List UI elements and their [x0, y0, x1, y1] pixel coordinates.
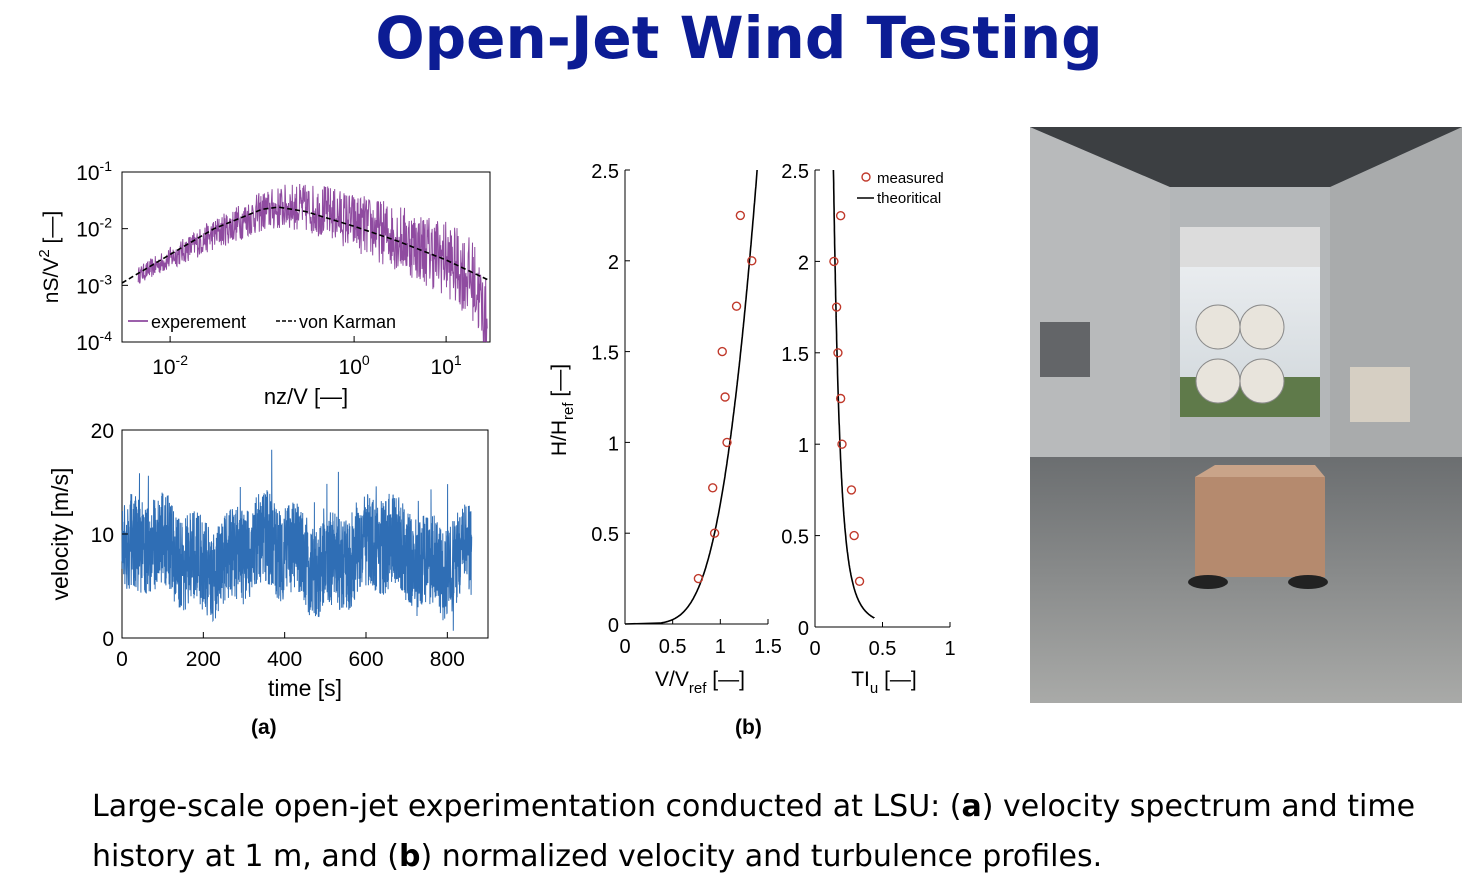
- spectrum-xtick-label: 101: [431, 352, 462, 379]
- tprofile-legend-theoretical-label: theoritical: [877, 190, 941, 207]
- velocity-xtick-label: 600: [348, 648, 383, 671]
- spectrum-experiment-series: [137, 183, 488, 343]
- vprofile-measured-point: [731, 301, 742, 311]
- velocity-series: [121, 449, 473, 631]
- tprofile-xtick-label: 0: [809, 638, 820, 660]
- tprofile-ytick-label: 2.5: [781, 161, 809, 183]
- tprofile-measured-point: [835, 210, 846, 221]
- vprofile-xlabel: V/Vref [—]: [655, 668, 745, 697]
- vprofile-ytick-label: 2.5: [591, 161, 619, 183]
- spectrum-ytick-label: 10-2: [76, 215, 112, 242]
- spectrum-ytick-label: 10-3: [76, 271, 112, 298]
- vprofile-ytick-label: 0: [608, 615, 619, 637]
- vprofile-measured-point: [693, 573, 704, 584]
- vprofile-measured-point: [747, 256, 757, 266]
- spectrum-legend-experiment-label: experement: [151, 312, 246, 332]
- vprofile-ytick-label: 2: [608, 252, 619, 274]
- tprofile-measured-point: [835, 393, 846, 404]
- wind-tunnel-photo: [1030, 127, 1462, 703]
- caption-part-2: ) velocity spectrum and time history at …: [92, 789, 1416, 874]
- page-title: Open-Jet Wind Testing: [375, 4, 1103, 72]
- tprofile-xlabel: TIu [—]: [851, 668, 917, 697]
- tprofile-ytick-label: 0: [798, 618, 809, 640]
- velocity-ytick-label: 10: [91, 524, 114, 547]
- vprofile-measured-point: [735, 210, 746, 221]
- label-b: (b): [735, 716, 762, 739]
- velocity-xtick-label: 800: [430, 648, 465, 671]
- tprofile-xtick-label: 1: [944, 638, 955, 660]
- caption: Large-scale open-jet experimentation con…: [92, 782, 1452, 882]
- spectrum-legend-vk-label: von Karman: [299, 312, 396, 332]
- label-a: (a): [251, 716, 277, 739]
- spectrum-ytick-label: 10-4: [76, 328, 112, 355]
- tprofile-xtick-label: 0.5: [869, 638, 897, 660]
- vprofile-xtick-label: 1: [715, 636, 726, 658]
- vprofile-measured-point: [720, 392, 730, 402]
- vprofile-measured-point: [717, 346, 727, 357]
- caption-bold-a: a: [961, 789, 982, 824]
- vprofile-ytick-label: 1.5: [591, 343, 619, 365]
- velocity-xtick-label: 400: [267, 648, 302, 671]
- tprofile-legend-measured-marker: [861, 172, 871, 182]
- tprofile-measured-point: [831, 302, 842, 312]
- vprofile-ytick-label: 1: [608, 433, 619, 455]
- spectrum-xtick-label: 100: [339, 352, 370, 379]
- vprofile-theoretical-line: [624, 169, 758, 625]
- spectrum-xtick-label: 10-2: [152, 352, 188, 379]
- vprofile-ylabel: H/Href [—]: [548, 364, 577, 456]
- vprofile-measured-point: [708, 483, 718, 493]
- spectrum-ytick-label: 10-1: [76, 158, 112, 185]
- spectrum-ylabel: nS/V2 [—]: [36, 211, 63, 303]
- tprofile-measured-point: [829, 256, 839, 267]
- spectrum-xlabel: nz/V [—]: [264, 384, 348, 409]
- velocity-xtick-label: 200: [186, 648, 221, 671]
- tprofile-ytick-label: 0.5: [781, 527, 809, 549]
- tprofile-measured-point: [833, 348, 843, 358]
- tprofile-theoretical-line: [832, 169, 875, 619]
- velocity-xlabel: time [s]: [268, 675, 342, 701]
- spectrum-von-karman-series: [121, 206, 491, 284]
- tprofile-measured-point: [846, 485, 857, 495]
- caption-part-1: Large-scale open-jet experimentation con…: [92, 789, 962, 824]
- tprofile-ytick-label: 1.5: [781, 344, 809, 366]
- tprofile-legend-measured-label: measured: [877, 170, 944, 187]
- vprofile-ytick-label: 0.5: [591, 524, 619, 546]
- vprofile-xtick-label: 1.5: [754, 636, 782, 658]
- velocity-ytick-label: 0: [102, 628, 114, 651]
- caption-bold-b: b: [399, 839, 421, 874]
- vprofile-measured-point: [709, 528, 720, 538]
- spectrum-axes-box: [121, 171, 491, 343]
- tprofile-measured-point: [837, 439, 847, 449]
- vprofile-xtick-label: 0: [619, 636, 630, 658]
- vprofile-xtick-label: 0.5: [659, 636, 687, 658]
- velocity-ytick-label: 20: [91, 420, 114, 443]
- caption-part-3: ) normalized velocity and turbulence pro…: [420, 839, 1103, 874]
- tprofile-measured-point: [854, 576, 865, 586]
- velocity-ylabel: velocity [m/s]: [47, 468, 73, 601]
- tprofile-measured-point: [849, 530, 859, 541]
- tprofile-ytick-label: 1: [798, 435, 809, 457]
- tprofile-ytick-label: 2: [798, 252, 809, 274]
- velocity-xtick-label: 0: [116, 648, 128, 671]
- vprofile-measured-point: [722, 437, 732, 448]
